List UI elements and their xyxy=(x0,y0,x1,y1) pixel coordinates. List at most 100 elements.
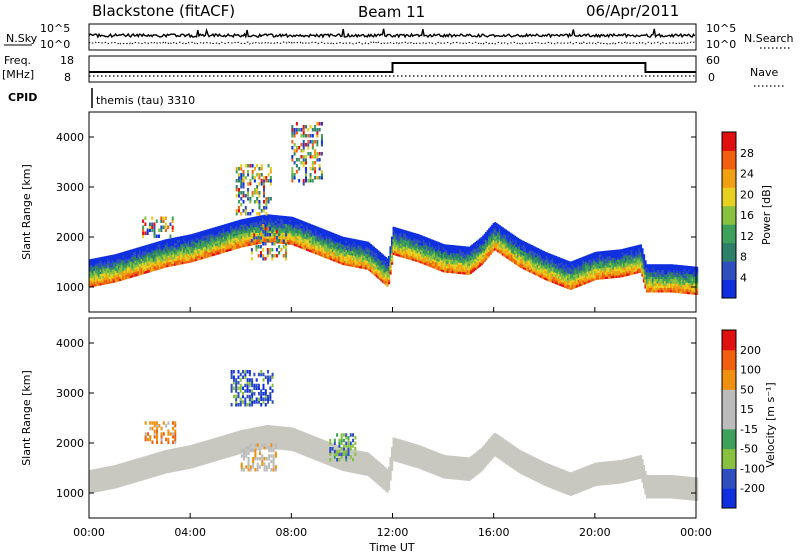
power-cell xyxy=(137,251,140,256)
power-cell xyxy=(196,252,199,257)
power-cell xyxy=(598,267,602,271)
power-cell xyxy=(673,266,676,271)
power-cell xyxy=(670,264,673,268)
power-cell xyxy=(166,256,169,261)
power-cell xyxy=(674,264,677,269)
power-cell xyxy=(242,225,245,230)
power-cell xyxy=(659,289,662,293)
power-cell xyxy=(535,263,538,267)
power-cell xyxy=(199,251,202,256)
power-cell xyxy=(202,244,206,248)
power-cell xyxy=(556,274,559,279)
power-cell xyxy=(565,260,568,264)
power-cell xyxy=(586,261,589,266)
power-cell xyxy=(567,269,570,274)
power-cell xyxy=(586,266,589,270)
power-cell xyxy=(530,260,533,265)
power-cell xyxy=(642,272,646,276)
power-cell xyxy=(686,279,690,283)
power-cell xyxy=(516,240,520,244)
power-cell xyxy=(286,229,289,234)
power-cell xyxy=(521,249,524,253)
power-cell xyxy=(615,269,618,274)
power-cell xyxy=(571,260,574,265)
power-cell xyxy=(336,250,339,254)
power-cell xyxy=(542,266,545,271)
power-cell xyxy=(611,270,614,274)
power-cell xyxy=(274,221,277,226)
power-cell xyxy=(389,262,392,266)
power-cell xyxy=(204,243,207,248)
power-cell xyxy=(518,254,521,259)
power-cell xyxy=(152,254,155,258)
power-cell xyxy=(175,261,178,266)
power-cell xyxy=(648,284,652,288)
power-cell xyxy=(387,258,391,262)
power-cell xyxy=(169,254,172,258)
power-cell xyxy=(251,228,254,232)
power-cell xyxy=(114,254,117,258)
power-cell xyxy=(287,223,290,227)
power-cell xyxy=(202,248,206,252)
power-cell xyxy=(345,262,348,266)
power-cell xyxy=(125,255,128,259)
power-cell xyxy=(101,256,104,261)
power-cell xyxy=(431,244,435,248)
power-cell xyxy=(680,278,684,283)
power-cell xyxy=(310,244,313,249)
power-cell xyxy=(234,236,237,241)
power-cell xyxy=(576,265,579,270)
power-cell xyxy=(177,261,180,266)
power-cell xyxy=(230,240,233,244)
power-cell xyxy=(550,254,553,258)
power-cell xyxy=(516,258,520,262)
power-cell xyxy=(346,255,350,260)
power-cell xyxy=(325,237,328,241)
power-cell xyxy=(148,259,151,264)
power-cell xyxy=(133,266,136,271)
power-cell xyxy=(221,231,224,236)
power-cell xyxy=(409,240,412,245)
power-cell xyxy=(228,231,231,236)
power-cell xyxy=(510,238,514,242)
power-cell xyxy=(495,243,498,247)
power-cell xyxy=(618,269,621,274)
power-cell xyxy=(365,250,368,254)
power-cell xyxy=(237,173,240,177)
power-cell xyxy=(312,249,315,254)
power-cell xyxy=(445,262,448,266)
power-cell xyxy=(398,246,401,251)
power-cell xyxy=(574,262,577,266)
power-cell xyxy=(692,266,696,270)
power-cell xyxy=(217,226,221,230)
power-cell xyxy=(544,251,547,256)
power-cell xyxy=(573,278,576,282)
power-cell xyxy=(635,265,638,270)
power-cell xyxy=(368,258,371,262)
power-cell xyxy=(676,271,679,276)
power-cell xyxy=(404,241,407,246)
power-cell xyxy=(600,255,603,260)
power-cell xyxy=(247,164,250,168)
station-title: Blackstone (fitACF) xyxy=(92,2,235,20)
power-cell xyxy=(353,241,356,245)
power-cell xyxy=(353,247,356,252)
power-cell xyxy=(261,219,265,224)
power-cell xyxy=(614,265,617,270)
power-cell xyxy=(299,238,303,242)
power-cell xyxy=(439,258,442,263)
power-cell xyxy=(233,221,236,225)
power-cell xyxy=(383,269,386,273)
power-cell xyxy=(95,260,98,264)
power-cell xyxy=(638,260,641,264)
power-cell xyxy=(166,245,169,250)
power-cell xyxy=(501,227,504,231)
power-cell xyxy=(177,252,180,257)
power-cell xyxy=(126,261,130,266)
power-cell xyxy=(387,280,391,285)
power-cell xyxy=(310,231,313,235)
power-cell xyxy=(210,248,213,252)
power-cell xyxy=(510,249,514,253)
power-cell xyxy=(486,241,489,245)
power-cell xyxy=(570,270,573,275)
